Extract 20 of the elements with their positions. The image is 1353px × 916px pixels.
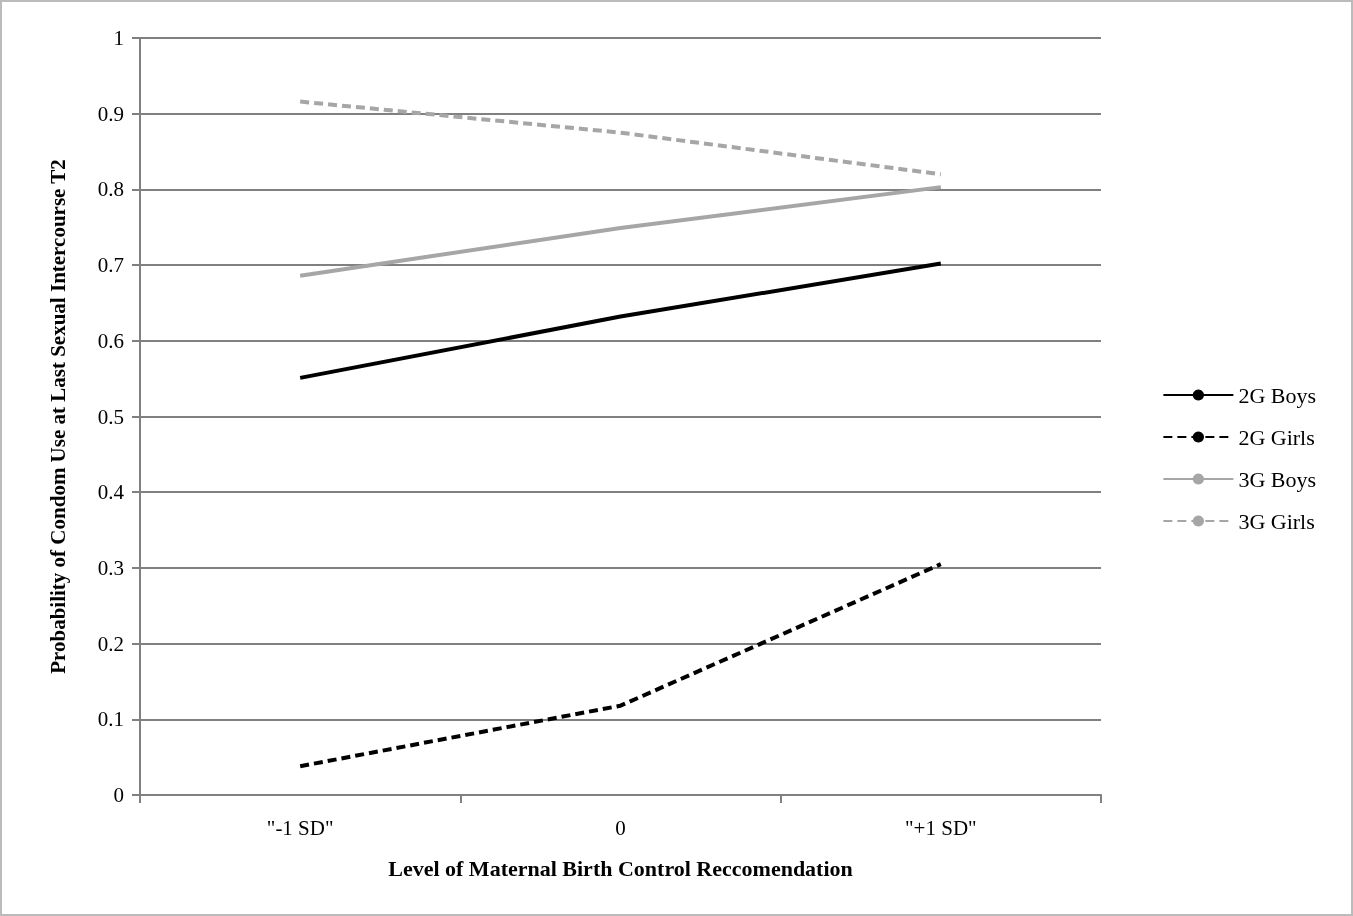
- x-tick-label: "-1 SD": [266, 815, 334, 840]
- x-axis-title: Level of Maternal Birth Control Reccomendation: [388, 855, 853, 881]
- y-tick-label: 0.9: [97, 101, 124, 126]
- y-tick-label: 0.6: [97, 328, 124, 353]
- legend-label: 2G Boys: [1238, 382, 1316, 408]
- y-tick-label: 0: [113, 783, 124, 807]
- y-tick-label: 0.3: [97, 555, 124, 580]
- y-tick-label: 0.5: [97, 404, 124, 429]
- x-tick-label: "+1 SD": [905, 815, 977, 840]
- y-tick-label: 0.7: [97, 253, 124, 278]
- y-tick-label: 0.8: [97, 177, 124, 202]
- y-tick-label: 1: [113, 26, 124, 50]
- legend-label: 3G Girls: [1238, 508, 1315, 534]
- y-tick-label: 0.1: [97, 707, 124, 732]
- legend-label: 2G Girls: [1238, 424, 1315, 450]
- y-tick-label: 0.4: [97, 480, 125, 505]
- y-tick-label: 0.2: [97, 631, 124, 656]
- y-axis-title: Probability of Condom Use at Last Sexual Intercourse T2: [45, 159, 70, 674]
- x-tick-label: 0: [615, 815, 626, 840]
- legend-label: 3G Boys: [1238, 466, 1316, 492]
